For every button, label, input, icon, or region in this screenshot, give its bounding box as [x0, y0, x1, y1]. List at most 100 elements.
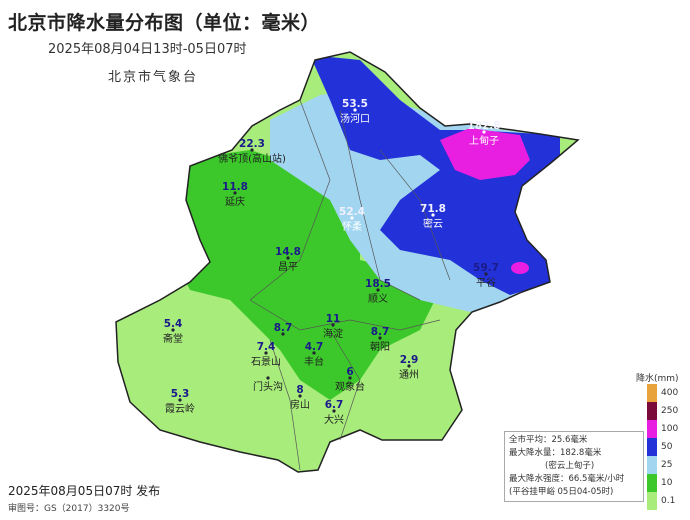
legend-label: 25 [661, 460, 673, 470]
zone-magenta-patch [511, 262, 529, 274]
station-dot [376, 288, 380, 292]
station-dot [348, 376, 352, 380]
station-value: 8.7 [371, 326, 390, 338]
legend-swatch [647, 420, 657, 438]
station: 6.7 大兴 [324, 399, 344, 426]
station-value: 6.7 [325, 399, 344, 411]
station-dot [353, 108, 357, 112]
station: 6 观象台 [335, 366, 365, 393]
station-dot [484, 272, 488, 276]
station-name: 海淀 [323, 327, 343, 340]
legend-swatch [647, 438, 657, 456]
station-dot [332, 409, 336, 413]
station-dot [281, 332, 285, 336]
station-name: 怀柔 [342, 221, 362, 233]
station-dot [482, 130, 486, 134]
station: 5.4 斋堂 [163, 318, 183, 345]
station-value: 14.8 [275, 246, 301, 258]
legend-label: 250 [661, 406, 679, 416]
station-value: 53.5 [342, 98, 368, 110]
station: 59.7 平谷 [473, 262, 499, 289]
legend-label: 100 [661, 424, 679, 434]
station-value: 52.4 [339, 206, 365, 218]
legend-title: 降水(mm) [636, 374, 679, 384]
organization: 北京市气象台 [108, 70, 199, 85]
station-dot [171, 328, 175, 332]
station: 11 海淀 [323, 313, 343, 340]
legend-label: 0.1 [661, 496, 676, 506]
station-dot [298, 394, 302, 398]
station-name: 观象台 [335, 380, 365, 393]
station-name: 丰台 [304, 355, 324, 368]
stats-box: 全市平均：25.6毫米 最大降水量：182.8毫米 (密云上甸子) 最大降水强度… [504, 431, 644, 502]
station-name: 斋堂 [163, 332, 183, 345]
legend-label: 50 [661, 442, 673, 452]
legend-swatch [647, 384, 657, 402]
station-value: 8.7 [274, 322, 293, 334]
station: 71.8 密云 [420, 203, 446, 230]
station-name: 延庆 [225, 195, 245, 208]
legend-label: 400 [661, 388, 679, 398]
station: 门头沟 [253, 376, 283, 393]
legend-swatch [647, 402, 657, 420]
zone-magenta [440, 128, 530, 180]
station-name: 门头沟 [253, 380, 283, 393]
station: 53.5 汤河口 [340, 98, 370, 125]
station-dot [407, 364, 411, 368]
station: 22.3 佛爷顶(高山站) [218, 138, 286, 165]
stat-max: 最大降水量：182.8毫米 [509, 448, 602, 458]
station: 5.3 霞云岭 [165, 388, 195, 415]
station-value: 2.9 [400, 354, 419, 366]
station-name: 佛爷顶(高山站) [218, 152, 286, 165]
stat-max-site: (密云上甸子) [545, 461, 595, 471]
station-value: 5.4 [164, 318, 183, 330]
legend-swatch [647, 456, 657, 474]
station-value: 5.3 [171, 388, 190, 400]
station-name: 平谷 [476, 277, 496, 289]
station-dot [378, 336, 382, 340]
station-name: 大兴 [324, 413, 344, 426]
station-value: 18.5 [365, 278, 391, 290]
station: 14.8 昌平 [275, 246, 301, 273]
station: 11.8 延庆 [222, 181, 248, 208]
station-name: 朝阳 [370, 341, 390, 353]
station-name: 石景山 [251, 356, 281, 368]
map-approval-number: 审图号：GS（2017）3320号 [8, 504, 130, 514]
station-name: 汤河口 [340, 112, 370, 125]
station-value: 22.3 [239, 138, 265, 150]
station-dot [286, 256, 290, 260]
station-name: 通州 [399, 369, 419, 381]
stat-average: 全市平均：25.6毫米 [509, 435, 588, 445]
station: 52.4 怀柔 [339, 206, 365, 233]
station-name: 密云 [423, 217, 443, 230]
station-name: 房山 [290, 398, 310, 411]
station-value: 182.8 [467, 120, 500, 132]
station-dot [331, 323, 335, 327]
station-value: 8 [296, 384, 303, 396]
legend-label: 10 [661, 478, 673, 488]
station-dot [266, 376, 270, 380]
stat-max-intensity: 最大降水强度：66.5毫米/小时 [509, 474, 625, 484]
station: 8 房山 [290, 384, 310, 411]
station-dot [350, 216, 354, 220]
station: 18.5 顺义 [365, 278, 391, 305]
station: 2.9 通州 [399, 354, 419, 381]
station-value: 71.8 [420, 203, 446, 215]
station-dot [233, 191, 237, 195]
zone-blue [310, 55, 560, 295]
station-dot [250, 148, 254, 152]
station: 182.8 上甸子 [467, 120, 500, 147]
station-value: 59.7 [473, 262, 499, 274]
station-name: 上甸子 [469, 134, 499, 147]
station: 4.7 丰台 [304, 341, 324, 368]
station: 7.4 石景山 [251, 341, 281, 368]
legend-swatch [647, 474, 657, 492]
station-name: 昌平 [278, 261, 298, 273]
station-dot [431, 213, 435, 217]
stat-intensity-site: (平谷挂甲峪 05日04-05时) [509, 487, 614, 497]
station-dot [312, 351, 316, 355]
issue-time: 2025年08月05日07时 发布 [8, 484, 161, 498]
station-dot [178, 398, 182, 402]
station-name: 顺义 [368, 293, 388, 305]
